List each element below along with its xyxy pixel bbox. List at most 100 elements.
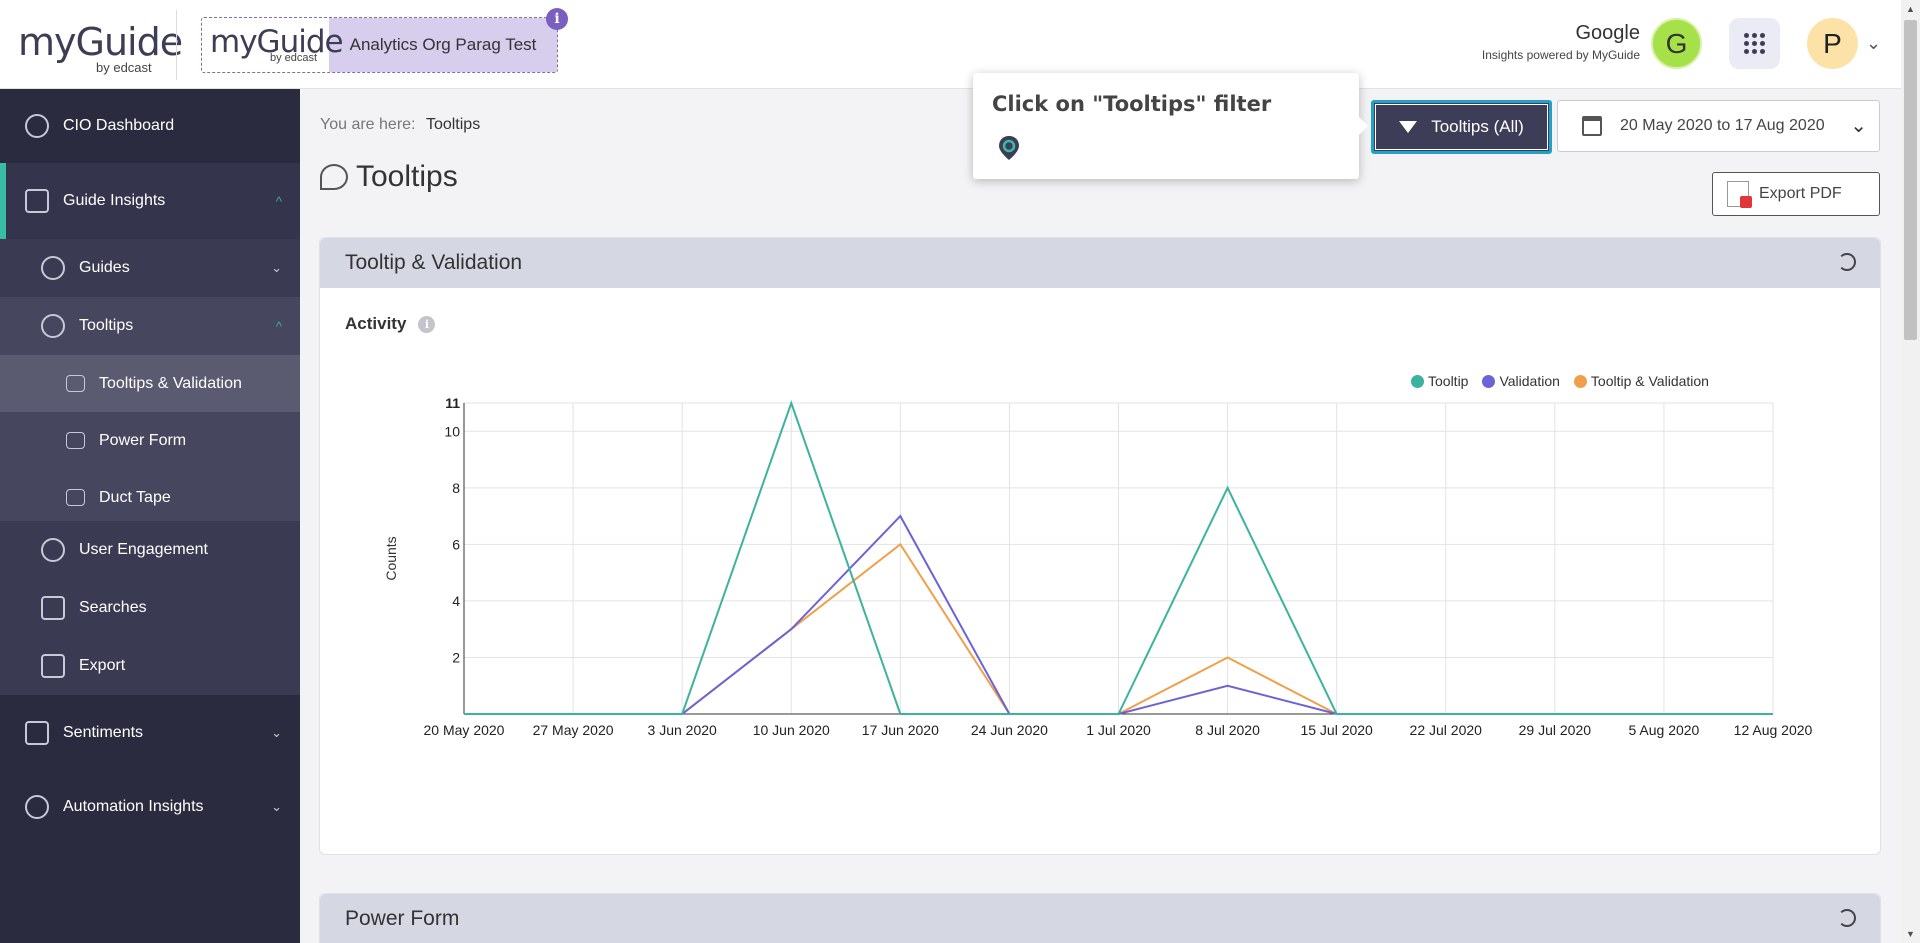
- user-icon: [41, 538, 65, 562]
- sidebar-item-automation-insights[interactable]: Automation Insights ⌄: [0, 771, 300, 843]
- sidebar-item-cio-dashboard[interactable]: CIO Dashboard: [0, 89, 300, 163]
- survey-icon: [25, 721, 49, 745]
- tooltips-filter-button[interactable]: Tooltips (All): [1371, 100, 1552, 154]
- sidebar-item-tooltips-validation[interactable]: Tooltips & Validation: [0, 355, 300, 412]
- refresh-icon[interactable]: [1838, 253, 1856, 271]
- breadcrumb-prefix: You are here:: [320, 116, 416, 133]
- chat-bubbles-icon: [41, 314, 65, 338]
- legend-label: Tooltip & Validation: [1590, 373, 1709, 389]
- info-icon[interactable]: i: [418, 315, 436, 333]
- org-logo-by-text: by edcast: [270, 52, 318, 64]
- chevron-down-icon[interactable]: ⌄: [1866, 33, 1882, 53]
- sidebar-item-label: Guides: [79, 259, 130, 276]
- logo-divider: [176, 10, 177, 80]
- gauge-icon: [25, 114, 49, 138]
- apps-grid-icon[interactable]: [1729, 18, 1780, 69]
- calendar-icon: [1582, 116, 1602, 136]
- sidebar-item-label: Guide Insights: [63, 192, 166, 209]
- panel-header: Power Form: [320, 894, 1880, 943]
- export-button-label: Export PDF: [1759, 185, 1842, 202]
- org-logo-text: myGuide: [210, 24, 344, 60]
- logo-text: myGuide: [18, 20, 183, 64]
- sidebar-item-duct-tape[interactable]: Duct Tape: [0, 469, 300, 526]
- scroll-down-arrow-icon[interactable]: ▼: [1906, 929, 1915, 939]
- legend-dot: [1482, 374, 1496, 388]
- sidebar-item-label: Duct Tape: [99, 488, 171, 506]
- breadcrumb-current: Tooltips: [425, 116, 481, 133]
- chat-bubbles-icon: [320, 164, 348, 190]
- page-scrollbar[interactable]: ▲ ▼: [1901, 0, 1920, 943]
- org-switcher[interactable]: myGuide by edcast Analytics Org Parag Te…: [201, 17, 558, 73]
- top-header: myGuide by edcast myGuide by edcast Anal…: [0, 0, 1901, 89]
- chevron-down-icon: ⌄: [271, 260, 282, 275]
- legend-label: Tooltip: [1428, 373, 1469, 389]
- panel-title: Power Form: [345, 907, 460, 930]
- activity-label: Activity: [345, 314, 407, 333]
- chevron-up-icon: ^: [275, 318, 282, 334]
- page-title-text: Tooltips: [356, 160, 458, 193]
- logo-by-text: by edcast: [96, 60, 152, 75]
- scrollbar-thumb[interactable]: [1904, 20, 1917, 340]
- account-avatar[interactable]: G: [1651, 18, 1702, 69]
- panel-title: Tooltip & Validation: [345, 251, 523, 274]
- sidebar-item-sentiments[interactable]: Sentiments ⌄: [0, 695, 300, 771]
- legend-item-tooltip-validation[interactable]: Tooltip & Validation: [1573, 373, 1709, 389]
- org-logo: myGuide by edcast: [202, 18, 344, 72]
- sidebar-item-power-form[interactable]: Power Form: [0, 412, 300, 469]
- chevron-down-icon: ⌄: [271, 725, 282, 740]
- sidebar-item-label: Searches: [79, 599, 147, 616]
- date-range-label: 20 May 2020 to 17 Aug 2020: [1620, 117, 1825, 134]
- account-name: Google: [1575, 22, 1641, 44]
- x-tick-label: 8 Jul 2020: [1195, 722, 1260, 738]
- x-tick-label: 12 Aug 2020: [1734, 722, 1813, 738]
- legend-item-tooltip[interactable]: Tooltip: [1411, 373, 1468, 389]
- scroll-up-arrow-icon[interactable]: ▲: [1906, 4, 1915, 14]
- panel-header: Tooltip & Validation: [320, 238, 1880, 288]
- x-tick-label: 1 Jul 2020: [1086, 722, 1151, 738]
- myguide-logo[interactable]: myGuide by edcast: [18, 20, 183, 75]
- sidebar-item-searches[interactable]: Searches: [0, 579, 300, 637]
- chevron-down-icon: ⌄: [1850, 115, 1867, 137]
- x-tick-label: 22 Jul 2020: [1410, 722, 1483, 738]
- breadcrumb: You are here: Tooltips: [320, 116, 480, 134]
- sidebar-item-guide-insights[interactable]: Guide Insights ^: [0, 163, 300, 239]
- legend-item-validation[interactable]: Validation: [1482, 373, 1560, 389]
- sidebar-item-guides[interactable]: Guides ⌄: [0, 239, 300, 297]
- x-tick-label: 15 Jul 2020: [1300, 722, 1373, 738]
- check-box-icon: [66, 375, 85, 392]
- sidebar-item-export[interactable]: Export: [0, 637, 300, 695]
- sidebar-item-label: Tooltips & Validation: [99, 374, 242, 392]
- org-name: Analytics Org Parag Test: [329, 18, 557, 72]
- legend-dot: [1411, 374, 1424, 388]
- power-form-panel: Power Form: [319, 893, 1881, 943]
- sidebar-item-user-engagement[interactable]: User Engagement: [0, 521, 300, 579]
- y-axis-label: Counts: [383, 536, 399, 580]
- sidebar-item-label: Sentiments: [63, 724, 144, 741]
- search-doc-icon: [41, 596, 65, 620]
- code-icon: [66, 489, 85, 506]
- user-avatar[interactable]: P: [1807, 18, 1858, 69]
- legend-label: Validation: [1499, 373, 1560, 389]
- x-tick-label: 27 May 2020: [533, 722, 614, 738]
- page-title: Tooltips: [320, 160, 458, 194]
- myguide-pin-icon: [999, 136, 1019, 160]
- x-tick-label: 10 Jun 2020: [753, 722, 830, 738]
- filter-button-label: Tooltips (All): [1431, 117, 1524, 136]
- tooltip-arrow: [1359, 117, 1368, 135]
- chart-icon: [25, 189, 49, 213]
- refresh-icon[interactable]: [1838, 909, 1856, 927]
- export-pdf-button[interactable]: Export PDF: [1712, 172, 1880, 216]
- tooltip-validation-panel: Tooltip & Validation Activity i Tooltip …: [319, 237, 1881, 855]
- compass-icon: [41, 256, 65, 280]
- chevron-up-icon: ^: [275, 193, 282, 209]
- account-subtitle: Insights powered by MyGuide: [1481, 48, 1640, 62]
- sidebar-item-label: Power Form: [99, 431, 187, 449]
- info-icon[interactable]: i: [546, 8, 568, 30]
- export-icon: [41, 654, 65, 678]
- date-range-picker[interactable]: 20 May 2020 to 17 Aug 2020 ⌄: [1557, 100, 1880, 152]
- series-line-tooltip: [464, 399, 1773, 715]
- sidebar-item-label: Tooltips: [79, 317, 134, 334]
- sidebar-item-tooltips[interactable]: Tooltips ^: [0, 297, 300, 355]
- activity-heading: Activity i: [345, 314, 436, 334]
- sidebar-item-label: Export: [79, 657, 126, 674]
